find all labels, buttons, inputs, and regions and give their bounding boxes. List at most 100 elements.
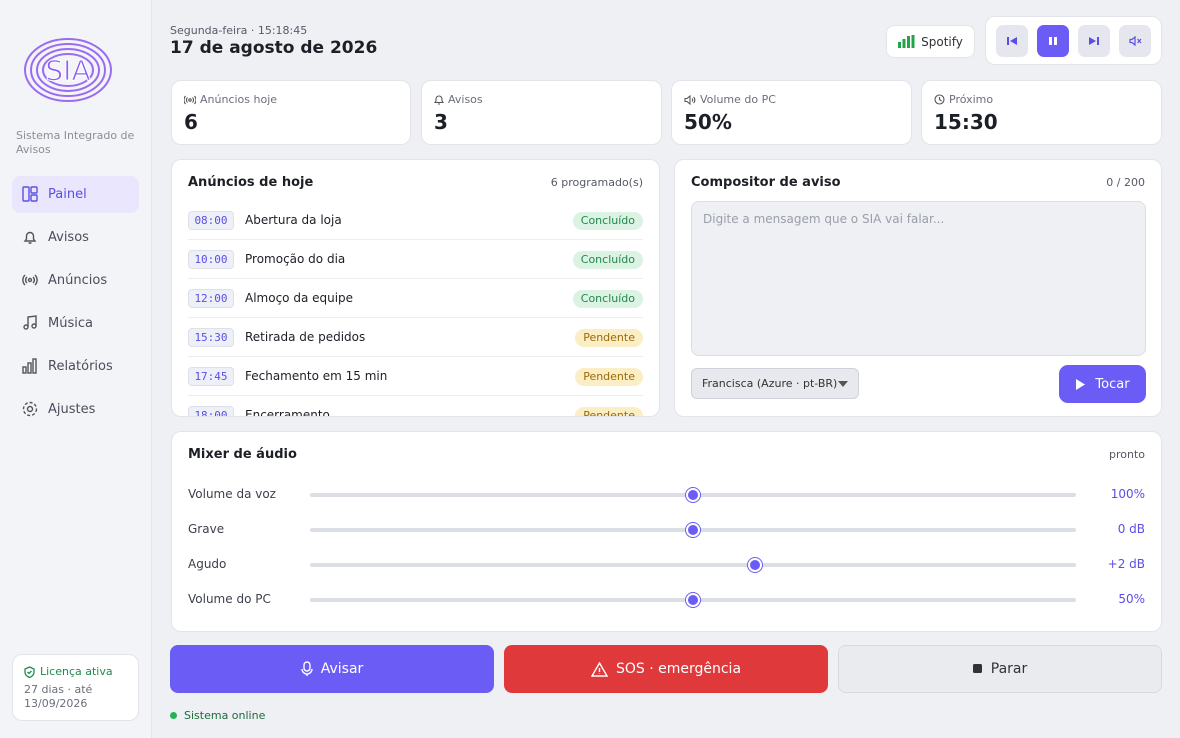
status-label: Sistema online [184,709,266,722]
nav-label: Anúncios [48,273,108,288]
spotify-icon [898,35,915,48]
spotify-button[interactable]: Spotify [886,25,975,58]
announcement-row[interactable]: 10:00 Promoção do dia Concluído [188,240,643,279]
time-chip: 15:30 [188,328,234,347]
stat-label: Anúncios hoje [200,93,278,106]
button-label: SOS · emergência [615,661,742,677]
time-chip: 18:00 [188,406,234,416]
channel-value: 50% [1118,592,1145,606]
status-badge: Concluído [572,290,643,308]
announcement-row[interactable]: 12:00 Almoço da equipe Concluído [188,279,643,318]
channel-value: 100% [1110,487,1145,501]
sos-button[interactable]: SOS · emergência [504,645,828,693]
slider-knob[interactable] [686,593,700,607]
channel-label: Agudo [188,557,227,571]
time-chip: 17:45 [188,367,234,386]
slider-knob[interactable] [748,558,762,572]
announcement-row[interactable]: 17:45 Fechamento em 15 min Pendente [188,357,643,396]
status-badge: Pendente [575,368,643,386]
time-chip: 12:00 [188,289,234,308]
pause-button[interactable] [1037,25,1069,57]
nav-item[interactable]: Avisos [12,219,139,256]
stat-label: Avisos [448,93,483,106]
announcement-row[interactable]: 15:30 Retirada de pedidos Pendente [188,318,643,357]
license-card: Licença ativa 27 dias · até 13/09/2026 [12,654,139,721]
count: 6 programado(s) [550,176,643,189]
spotify-label: Spotify [921,34,963,49]
status-badge: Pendente [575,407,643,416]
message-input[interactable]: Digite a mensagem que o SIA vai falar... [691,201,1146,356]
nav-label: Avisos [48,230,89,245]
card-title: Mixer de áudio [188,447,297,462]
stat-label: Volume do PC [700,93,776,106]
announcement-label: Retirada de pedidos [245,330,366,344]
nav-label: Relatórios [48,359,113,374]
logo: SIA [45,54,90,87]
prev-button[interactable] [996,25,1028,57]
play-label: Tocar [1095,376,1130,392]
status-badge: Concluído [572,251,643,269]
logo-rings: SIA [24,38,112,102]
voice-select[interactable]: Francisca (Azure · pt-BR) [691,368,859,399]
channel-label: Grave [188,522,225,536]
card-title: Compositor de aviso [691,175,841,190]
next-button[interactable] [1078,25,1110,57]
announcement-label: Almoço da equipe [245,291,354,305]
announcement-label: Abertura da loja [245,213,342,227]
voice-label: Francisca (Azure · pt-BR) [702,377,838,390]
nav-label: Música [48,316,93,331]
date: 17 de agosto de 2026 [170,38,378,58]
stat-card: Próximo 15:30 [921,80,1162,145]
channel-value: 0 dB [1117,522,1145,536]
stop-button[interactable]: Parar [838,645,1162,693]
stat-card: Volume do PC 50% [671,80,912,145]
announcement-label: Fechamento em 15 min [245,369,388,383]
mute-button[interactable] [1119,25,1151,57]
nav-label: Ajustes [48,402,96,417]
time-chip: 10:00 [188,250,234,269]
slider-knob[interactable] [686,488,700,502]
stat-card: Anúncios hoje 6 [171,80,411,145]
channel-value: +2 dB [1107,557,1145,571]
sidebar: SIA Sistema Integrado de Avisos Painel A… [0,0,152,738]
mixer-status: pronto [1108,448,1145,461]
stat-value: 50% [684,110,732,134]
announcement-label: Promoção do dia [245,252,346,266]
license-title: Licença ativa [40,665,113,678]
button-label: Parar [990,661,1028,677]
time-chip: 08:00 [188,211,234,230]
stat-value: 15:30 [934,110,998,134]
nav-label: Painel [48,187,87,202]
player-controls [985,16,1162,65]
subtitle: Sistema Integrado de Avisos [16,129,135,156]
announcement-row[interactable]: 08:00 Abertura da loja Concluído [188,201,643,240]
nav-item[interactable]: Música [12,305,139,342]
nav-item[interactable]: Painel [12,176,139,213]
channel-label: Volume da voz [188,487,276,501]
mixer-card: Mixer de áudio pronto Volume da voz 100% G… [171,431,1162,632]
announcements-card: Anúncios de hoje 6 programado(s) 08:00 Ab… [171,159,660,417]
status-badge: Concluído [572,212,643,230]
slider-track[interactable] [310,563,1076,567]
card-title: Anúncios de hoje [188,175,314,190]
stat-value: 3 [434,110,448,134]
slider-knob[interactable] [686,523,700,537]
stat-card: Avisos 3 [421,80,662,145]
system-status: Sistema online [170,709,265,722]
counter: 0 / 200 [1106,176,1145,189]
announce-button[interactable]: Avisar [170,645,494,693]
play-button[interactable]: Tocar [1059,365,1146,403]
button-label: Avisar [320,661,364,677]
nav-item[interactable]: Anúncios [12,262,139,299]
channel-label: Volume do PC [188,592,271,606]
composer-card: Compositor de aviso 0 / 200 Digite a men… [674,159,1162,417]
status-badge: Pendente [575,329,643,347]
datetime: Segunda-feira · 15:18:45 [170,24,308,37]
nav-item[interactable]: Relatórios [12,348,139,385]
license-detail: 27 dias · até 13/09/2026 [24,683,93,710]
announcement-row[interactable]: 18:00 Encerramento Pendente [188,396,643,416]
stat-value: 6 [184,110,198,134]
stat-label: Próximo [949,93,994,106]
nav-item[interactable]: Ajustes [12,391,139,428]
